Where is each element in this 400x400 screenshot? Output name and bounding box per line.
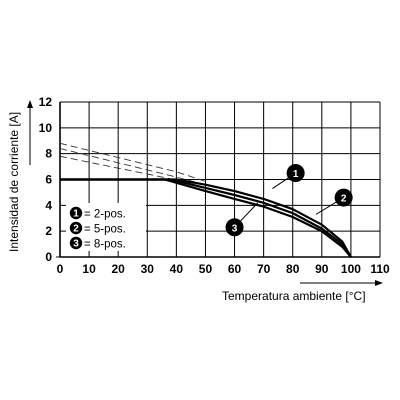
legend-label: = 2-pos.	[84, 209, 126, 221]
derating-curve-3	[60, 178, 352, 258]
y-tick-labels: 0 2 4 6 8 10 12	[39, 95, 53, 264]
x-axis-title: Temperatura ambiente [°C]	[222, 289, 366, 303]
legend-marker-1	[69, 206, 83, 220]
x-tick-label: 30	[141, 262, 155, 276]
annotation-marker-1	[286, 164, 305, 183]
extrapolated-curve-1	[59, 142, 206, 182]
x-tick-label: 70	[257, 262, 271, 276]
x-tick-label: 0	[57, 262, 64, 276]
curves	[59, 142, 352, 258]
y-tick-label: 0	[45, 250, 52, 264]
annotation-number: 2	[341, 194, 347, 205]
legend-marker-number: 3	[73, 239, 79, 250]
x-tick-label: 40	[170, 262, 184, 276]
y-tick-label: 4	[45, 198, 52, 212]
legend-marker-3	[69, 236, 83, 250]
derating-curve-1	[60, 178, 352, 258]
y-tick-label: 6	[45, 173, 52, 187]
derating-curve-2	[60, 178, 352, 258]
legend: 1 = 2-pos. 2 = 5-pos. 3 = 8-pos.	[66, 203, 146, 251]
legend-label: = 5-pos.	[84, 224, 126, 236]
x-tick-label: 60	[228, 262, 242, 276]
x-tick-label: 10	[82, 262, 96, 276]
annotation-number: 3	[232, 223, 238, 234]
legend-label: = 8-pos.	[84, 239, 126, 251]
x-tick-label: 110	[370, 262, 390, 276]
x-tick-label: 50	[199, 262, 213, 276]
x-tick-labels: 0 10 20 30 40 50 60 70 80 90 100 110	[57, 262, 390, 276]
legend-marker-2	[69, 221, 83, 235]
legend-marker-number: 1	[73, 209, 79, 220]
annotation-marker-2	[334, 188, 353, 207]
y-tick-label: 2	[45, 224, 52, 238]
x-tick-label: 100	[341, 262, 361, 276]
y-axis-arrow-head	[27, 100, 33, 108]
annotation-marker-3	[225, 218, 244, 237]
x-tick-label: 90	[315, 262, 329, 276]
x-axis-arrow-head	[375, 280, 383, 286]
annotations: 1 2 3	[225, 164, 353, 237]
y-tick-label: 10	[39, 121, 53, 135]
y-tick-label: 12	[39, 95, 53, 109]
legend-marker-number: 2	[73, 224, 79, 235]
x-tick-label: 20	[112, 262, 126, 276]
y-tick-label: 8	[45, 147, 52, 161]
annotation-number: 1	[293, 169, 299, 180]
x-tick-label: 80	[286, 262, 300, 276]
y-axis-title: Intensidad de corriente [A]	[7, 112, 21, 252]
